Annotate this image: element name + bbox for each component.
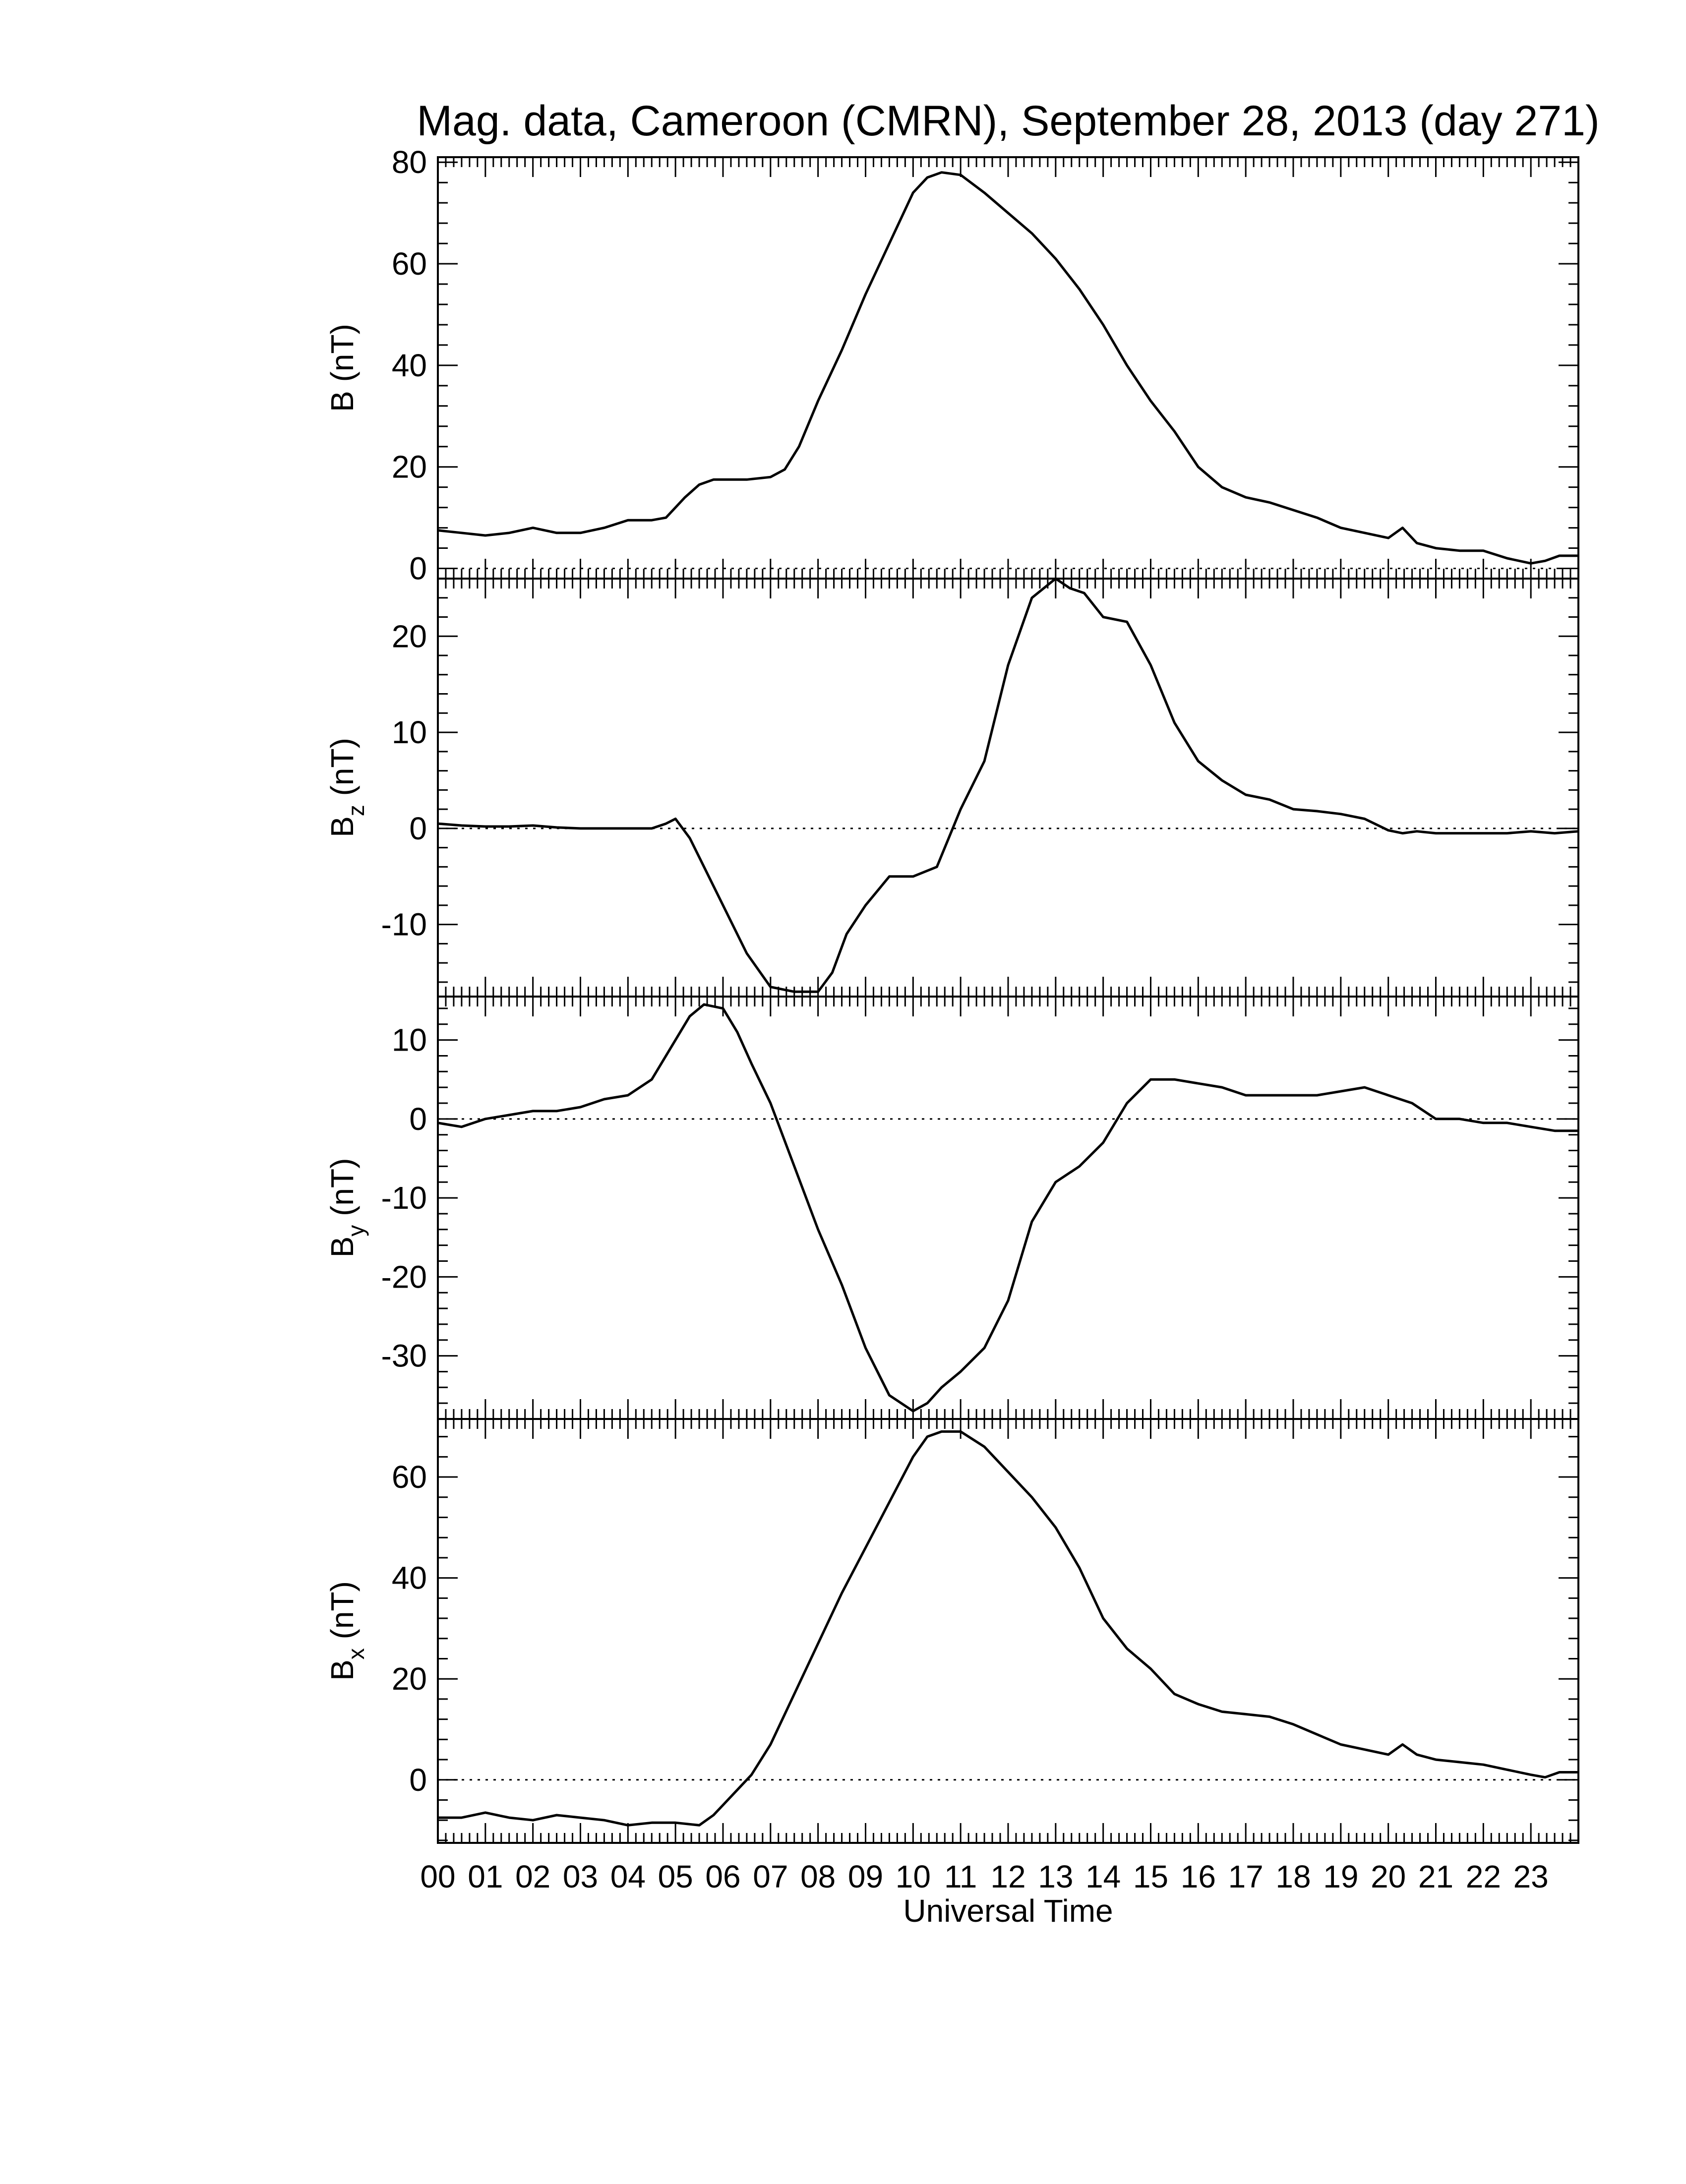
x-tick-label: 05 <box>658 1859 693 1894</box>
y-tick-label: 40 <box>392 1560 427 1596</box>
y-tick-label: 0 <box>409 811 427 846</box>
panel-Bx: 0 20 40 60 Bx (nT) <box>324 1418 1579 1844</box>
x-tick-label: 09 <box>848 1859 883 1894</box>
y-tick-label: 10 <box>392 1022 427 1058</box>
x-tick-label: 07 <box>753 1859 788 1894</box>
y-tick-label: 20 <box>392 1661 427 1697</box>
x-axis-tick-labels: 00 01 02 03 04 05 06 07 08 09 10 11 12 13 14 15 16 17 18 19… <box>420 1859 1548 1894</box>
panel-Bz: -10 0 10 20 Bz (nT) <box>324 577 1579 998</box>
y-tick-label: -20 <box>381 1259 427 1295</box>
x-tick-label: 22 <box>1466 1859 1501 1894</box>
y-axis-label: Bz (nT) <box>324 738 369 837</box>
x-tick-label: 15 <box>1133 1859 1168 1894</box>
x-tick-label: 03 <box>563 1859 598 1894</box>
y-tick-label: -10 <box>381 1180 427 1216</box>
panels: 0 20 40 60 80 B (nT) -10 0 10 20 Bz (nT) -30 -20 -10 0… <box>324 144 1579 1844</box>
x-tick-label: 08 <box>800 1859 836 1894</box>
panel-frame <box>437 156 1579 580</box>
y-tick-label: 80 <box>392 144 427 180</box>
series-line-By <box>437 1003 1578 1413</box>
series-line-Bx <box>438 1430 1578 1827</box>
x-tick-label: 04 <box>610 1859 646 1894</box>
series-line-Bz <box>437 577 1579 993</box>
y-tick-label: 0 <box>409 551 427 587</box>
x-tick-label: 16 <box>1181 1859 1216 1894</box>
x-tick-label: 01 <box>468 1859 503 1894</box>
series-line-B <box>437 171 1578 565</box>
x-axis-label: Universal Time <box>903 1893 1113 1929</box>
x-tick-label: 20 <box>1371 1859 1406 1894</box>
panel-frame <box>437 996 1579 1420</box>
y-tick-label: -10 <box>381 907 427 943</box>
x-tick-label: 00 <box>420 1859 455 1894</box>
y-axis-label: Bx (nT) <box>324 1581 369 1681</box>
x-tick-label: 23 <box>1513 1859 1549 1894</box>
x-tick-label: 06 <box>705 1859 740 1894</box>
y-tick-label: 60 <box>392 246 427 282</box>
x-tick-label: 11 <box>944 1859 977 1894</box>
x-tick-label: 21 <box>1418 1859 1453 1894</box>
x-tick-label: 13 <box>1038 1859 1073 1894</box>
x-tick-label: 12 <box>990 1859 1025 1894</box>
x-tick-label: 18 <box>1275 1859 1311 1894</box>
x-tick-label: 02 <box>515 1859 550 1894</box>
y-axis-label: By (nT) <box>324 1158 369 1258</box>
panel-frame <box>437 578 1579 998</box>
x-tick-label: 10 <box>896 1859 931 1894</box>
x-tick-label: 14 <box>1085 1859 1121 1894</box>
y-tick-label: 20 <box>392 618 427 654</box>
x-tick-label: 17 <box>1228 1859 1264 1894</box>
y-tick-label: 10 <box>392 714 427 750</box>
y-tick-label: 40 <box>392 348 427 383</box>
panel-B: 0 20 40 60 80 B (nT) <box>324 144 1579 587</box>
y-tick-label: 20 <box>392 449 427 485</box>
x-tick-label: 19 <box>1323 1859 1358 1894</box>
y-tick-label: 0 <box>409 1101 427 1137</box>
panel-By: -30 -20 -10 0 10 By (nT) <box>324 996 1579 1420</box>
y-tick-label: 0 <box>409 1762 427 1798</box>
y-tick-label: -30 <box>381 1338 427 1374</box>
chart-title: Mag. data, Cameroon (CMRN), September 28… <box>417 97 1599 145</box>
y-tick-label: 60 <box>392 1459 427 1495</box>
y-axis-label: B (nT) <box>324 324 360 412</box>
